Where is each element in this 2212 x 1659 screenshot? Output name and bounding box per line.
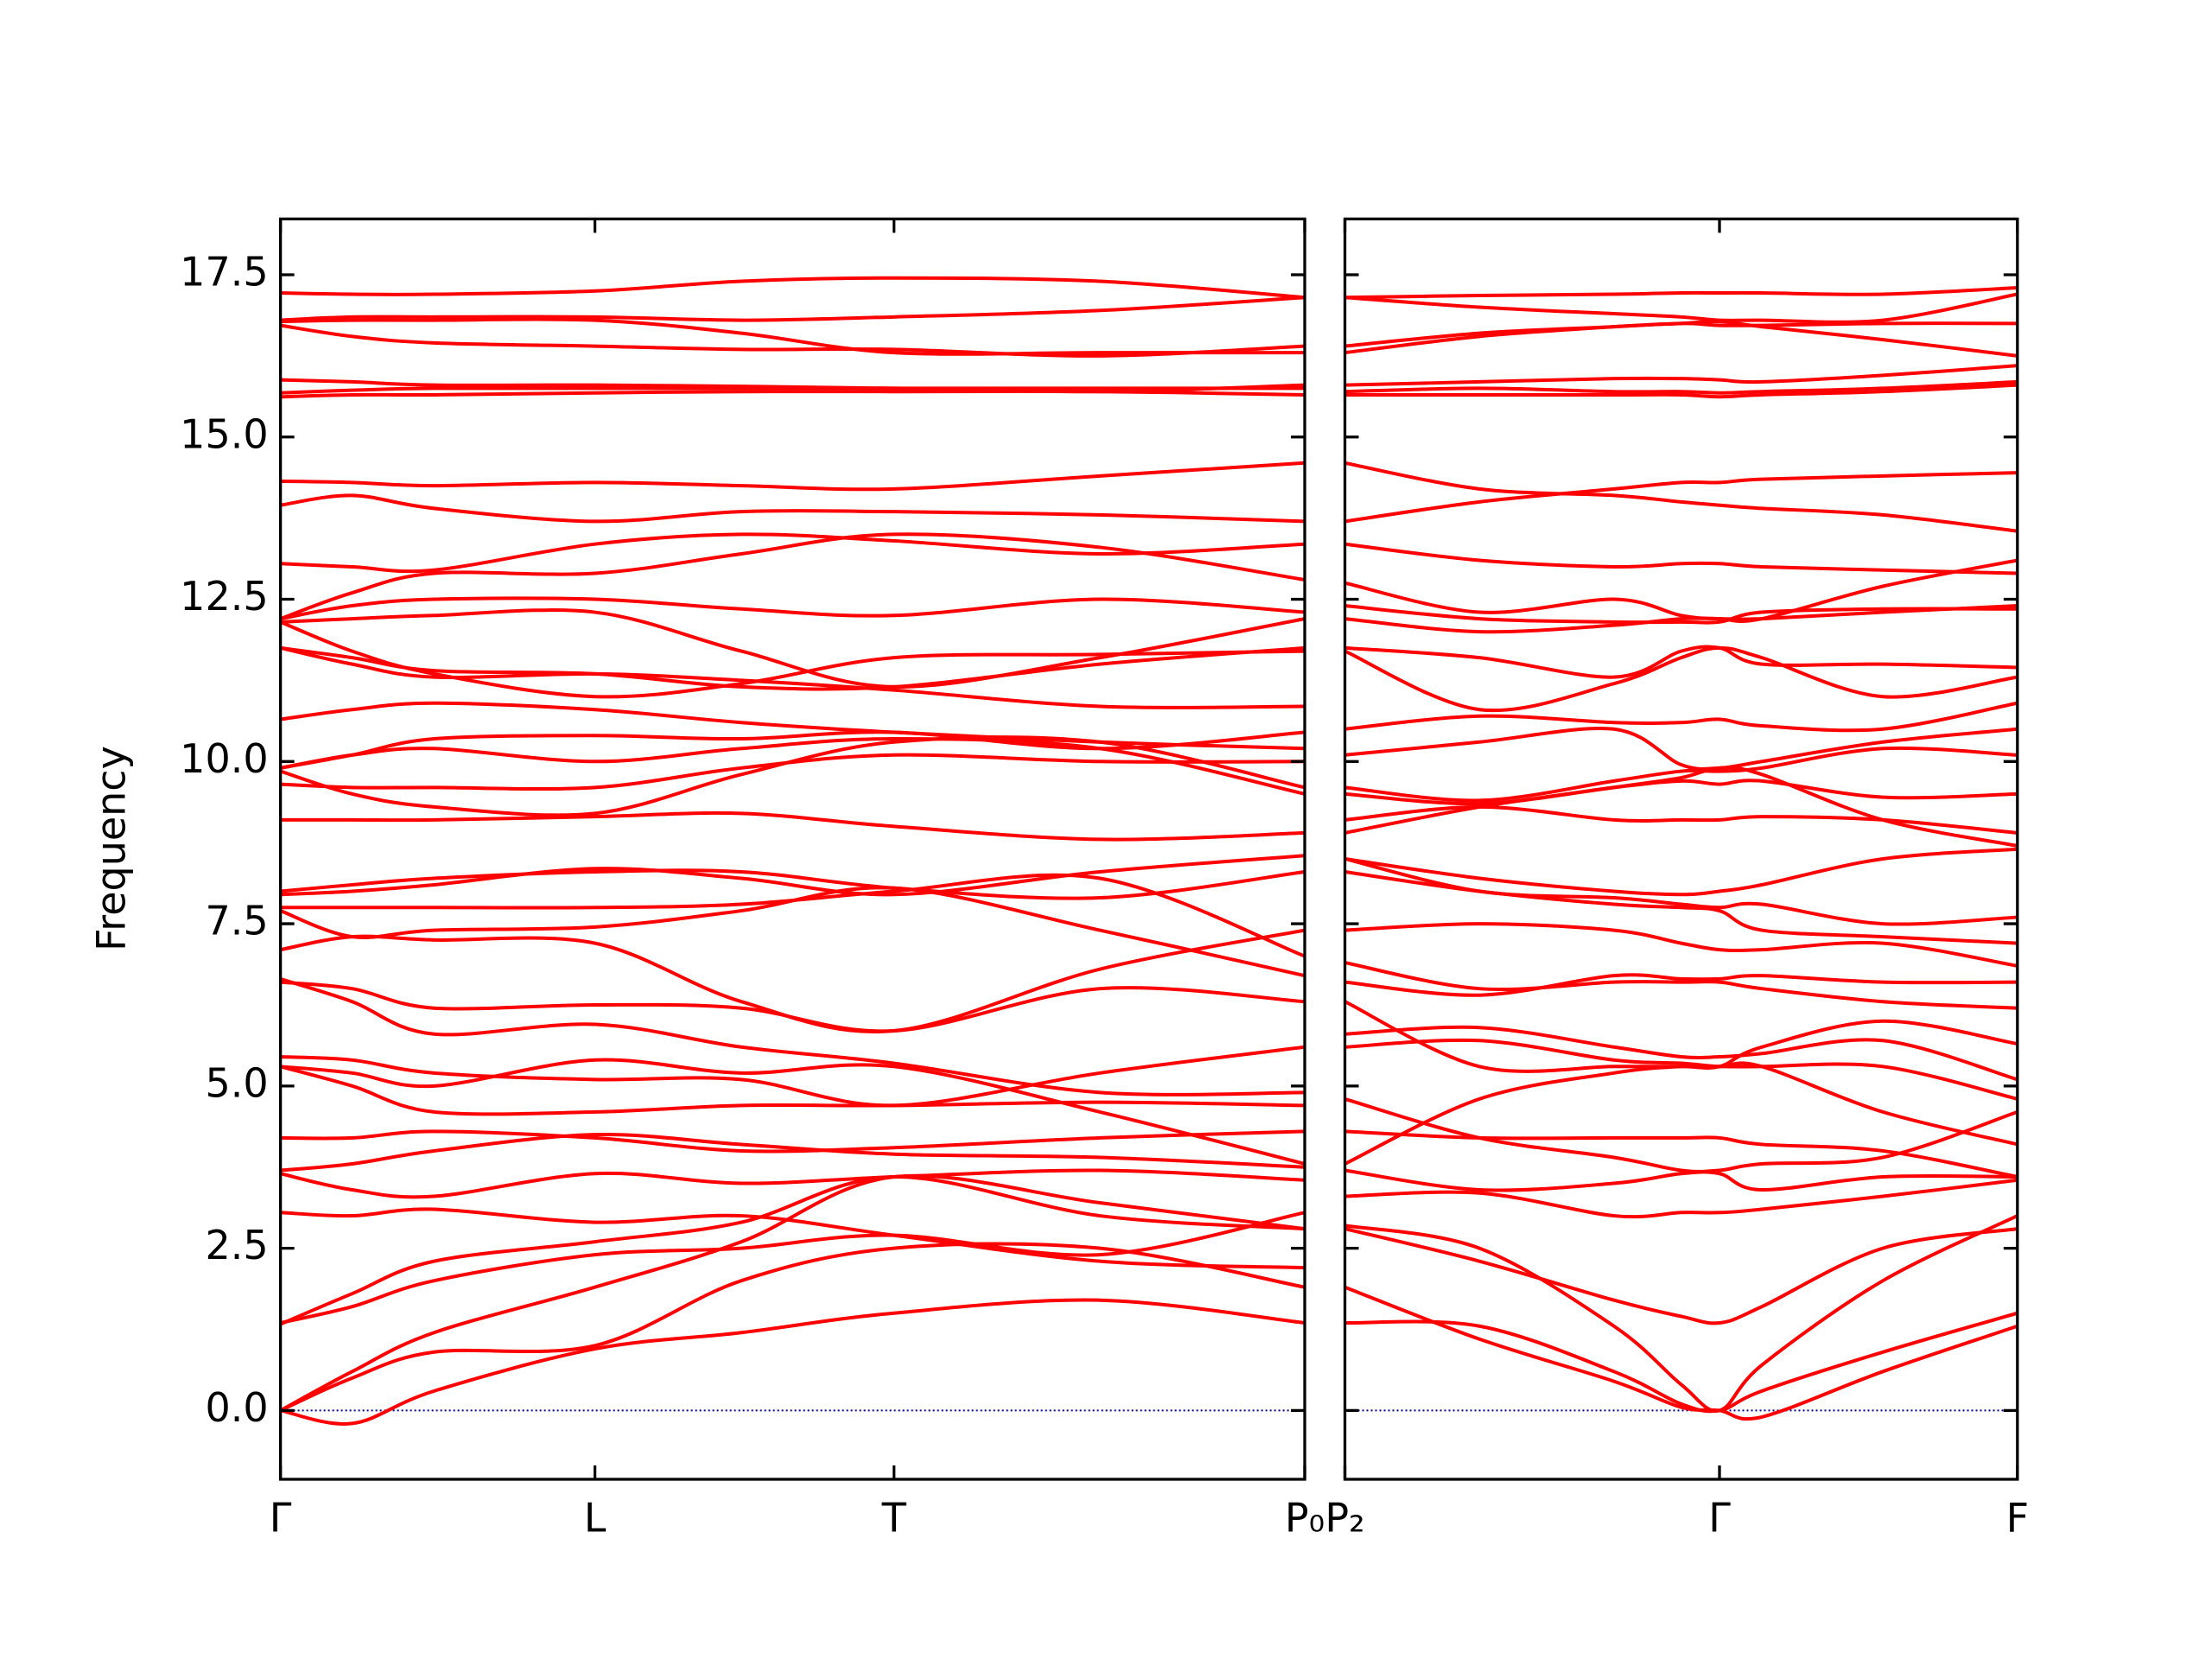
band-line <box>280 886 1306 978</box>
band-line <box>1344 1038 2018 1101</box>
y-tick-label: 12.5 <box>180 573 268 620</box>
band-line <box>280 1173 1306 1413</box>
plot-area <box>1344 286 2018 1421</box>
band-line <box>280 928 1306 1033</box>
band-line <box>280 810 1306 842</box>
band-line <box>1344 604 2018 625</box>
band-line <box>280 596 1306 621</box>
x-tick-label: Γ <box>1708 1495 1731 1541</box>
band-line <box>1344 383 2018 399</box>
band-line <box>1344 292 2018 324</box>
band-line <box>1344 645 2018 679</box>
x-tick-label: P₂ <box>1325 1495 1364 1541</box>
band-line <box>280 868 1306 900</box>
band-line <box>280 532 1306 574</box>
band-line <box>280 386 1306 395</box>
x-tick-label: T <box>881 1495 907 1541</box>
band-line <box>280 753 1306 791</box>
y-tick-label: 17.5 <box>180 248 268 295</box>
band-line <box>280 873 1306 958</box>
band-line <box>280 493 1306 524</box>
band-line <box>1344 319 2018 358</box>
band-line <box>280 620 1306 699</box>
band-line <box>280 532 1306 621</box>
band-line <box>1344 364 2018 387</box>
band-line <box>280 1045 1306 1108</box>
band-line <box>280 980 1306 1033</box>
x-tick-label: F <box>2006 1495 2029 1541</box>
band-line <box>280 1168 1306 1199</box>
y-tick-label: 10.0 <box>180 735 268 782</box>
band-line <box>1344 779 2018 806</box>
band-line <box>1344 973 2018 997</box>
axes-frame <box>1343 217 2019 1481</box>
band-line <box>1344 379 2018 395</box>
band-line <box>1344 1178 2018 1219</box>
y-tick-label: 2.5 <box>205 1222 268 1268</box>
band-line <box>1344 922 2018 968</box>
x-tick-label: P₀ <box>1285 1495 1325 1541</box>
band-line <box>1344 701 2018 733</box>
band-line <box>280 1174 1306 1326</box>
band-line <box>280 296 1306 322</box>
band-line <box>280 976 1306 1096</box>
band-line <box>280 701 1306 751</box>
band-line <box>1344 1129 2018 1179</box>
band-line <box>1344 847 2018 897</box>
band-line <box>280 1211 1306 1325</box>
band-line <box>1344 471 2018 524</box>
band-line <box>1344 558 2018 623</box>
band-line <box>1344 542 2018 575</box>
band-line <box>280 1058 1306 1166</box>
band-line <box>280 461 1306 492</box>
band-line <box>1344 804 2018 835</box>
x-tick-label: L <box>584 1495 607 1541</box>
band-line <box>280 730 1306 770</box>
band-line <box>280 317 1306 356</box>
band-line <box>1344 645 2018 713</box>
band-line <box>280 1242 1306 1413</box>
band-line <box>1344 746 2018 803</box>
band-line <box>280 854 1306 897</box>
band-line <box>1344 1025 2018 1082</box>
band-line <box>280 1298 1306 1426</box>
band-line <box>280 1207 1306 1270</box>
band-line <box>280 323 1306 358</box>
axes-frame <box>278 217 1306 1481</box>
band-line <box>1344 726 2018 771</box>
band-line <box>1344 856 2018 926</box>
y-tick-label: 0.0 <box>205 1384 268 1431</box>
band-line <box>280 276 1306 300</box>
band-line <box>1344 1214 2018 1413</box>
band-line <box>1344 286 2018 300</box>
band-line <box>280 1129 1306 1154</box>
y-axis-label: Frequency <box>88 746 135 951</box>
x-tick-label: Γ <box>270 1495 292 1541</box>
band-line <box>1344 961 2018 1010</box>
band-line <box>280 645 1306 709</box>
band-line <box>280 378 1306 394</box>
band-line <box>280 1133 1306 1173</box>
plot-area <box>280 276 1306 1426</box>
band-line <box>1344 461 2018 533</box>
y-tick-label: 5.0 <box>205 1059 268 1106</box>
band-line <box>280 608 1306 689</box>
band-line <box>1344 1227 2018 1325</box>
band-line <box>1344 1000 2018 1073</box>
band-line <box>280 1065 1306 1116</box>
y-tick-label: 7.5 <box>205 898 268 944</box>
y-tick-label: 15.0 <box>180 410 268 457</box>
band-line <box>1344 1311 2018 1414</box>
